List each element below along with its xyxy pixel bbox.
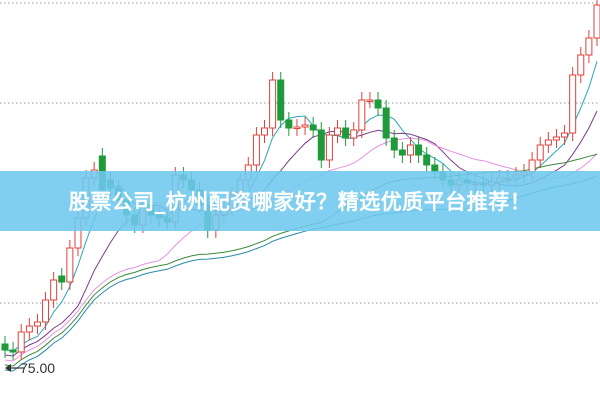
candle bbox=[390, 130, 398, 158]
candle-body bbox=[333, 127, 341, 136]
candle bbox=[42, 292, 50, 330]
candle bbox=[374, 92, 382, 116]
candle bbox=[58, 268, 66, 290]
candle bbox=[1, 336, 9, 358]
candle-body bbox=[285, 119, 293, 129]
candle-body bbox=[25, 325, 33, 333]
candle bbox=[293, 119, 301, 136]
candle bbox=[593, 0, 600, 46]
candle bbox=[309, 117, 317, 138]
candle bbox=[382, 100, 390, 146]
candle bbox=[350, 122, 358, 146]
candle bbox=[415, 137, 423, 163]
candle-body bbox=[293, 126, 301, 129]
candle bbox=[277, 72, 285, 128]
candle-body bbox=[277, 79, 285, 121]
candle-body bbox=[50, 279, 58, 301]
candle-body bbox=[593, 4, 600, 39]
candle-body bbox=[58, 275, 66, 283]
candle bbox=[398, 142, 406, 163]
candle bbox=[66, 240, 74, 290]
candle-body bbox=[317, 129, 325, 161]
candle bbox=[552, 129, 560, 148]
candle-body bbox=[374, 99, 382, 109]
candle bbox=[25, 318, 33, 340]
arrow-head-icon bbox=[5, 364, 11, 372]
title-banner: 股票公司_杭州配资哪家好？精选优质平台推荐！ bbox=[0, 171, 600, 231]
candle-body bbox=[9, 349, 17, 353]
candle-body bbox=[66, 247, 74, 283]
candle bbox=[536, 137, 544, 168]
candle-body bbox=[261, 127, 269, 136]
candle-body bbox=[398, 149, 406, 156]
candle-body bbox=[366, 99, 374, 102]
candle bbox=[423, 147, 431, 173]
candle bbox=[569, 67, 577, 141]
candle bbox=[261, 120, 269, 143]
candle-body bbox=[536, 144, 544, 161]
candle-body bbox=[309, 124, 317, 131]
banner-title: 股票公司_杭州配资哪家好？精选优质平台推荐！ bbox=[68, 190, 532, 214]
candle bbox=[406, 137, 414, 163]
candle bbox=[317, 122, 325, 168]
low-marker: 75.00 bbox=[5, 360, 55, 376]
candle-body bbox=[33, 321, 41, 327]
candle-body bbox=[17, 331, 25, 353]
candle-body bbox=[252, 134, 260, 166]
candle bbox=[333, 120, 341, 143]
candle-body bbox=[1, 343, 9, 351]
candle-body bbox=[569, 74, 577, 134]
candle-body bbox=[301, 124, 309, 128]
candle-body bbox=[350, 129, 358, 139]
candle bbox=[366, 92, 374, 108]
candle bbox=[561, 125, 569, 145]
candle bbox=[285, 112, 293, 136]
candle bbox=[252, 127, 260, 173]
candle-body bbox=[406, 144, 414, 156]
candle bbox=[358, 92, 366, 138]
candle bbox=[325, 127, 333, 168]
candle-body bbox=[390, 137, 398, 151]
candle-body bbox=[552, 136, 560, 141]
candle bbox=[9, 342, 17, 360]
candle-body bbox=[415, 144, 423, 156]
candle-body bbox=[423, 154, 431, 166]
candle bbox=[342, 120, 350, 146]
candle bbox=[269, 72, 277, 136]
candle bbox=[301, 117, 309, 135]
candle bbox=[33, 314, 41, 334]
candle-body bbox=[42, 299, 50, 323]
candle-body bbox=[561, 132, 569, 138]
candle bbox=[577, 47, 585, 83]
candle bbox=[17, 324, 25, 360]
low-marker-label: 75.00 bbox=[20, 360, 55, 376]
candle-body bbox=[269, 79, 277, 129]
candle-body bbox=[544, 139, 552, 146]
candle bbox=[50, 272, 58, 308]
ma-line-10 bbox=[4, 110, 598, 357]
candle-body bbox=[585, 37, 593, 56]
candle-body bbox=[325, 134, 333, 161]
gridlines bbox=[0, 2, 600, 304]
candle bbox=[585, 30, 593, 63]
candle-body bbox=[358, 99, 366, 131]
candle-body bbox=[342, 127, 350, 139]
candle bbox=[544, 132, 552, 153]
candle-body bbox=[577, 54, 585, 76]
candle-body bbox=[382, 107, 390, 139]
